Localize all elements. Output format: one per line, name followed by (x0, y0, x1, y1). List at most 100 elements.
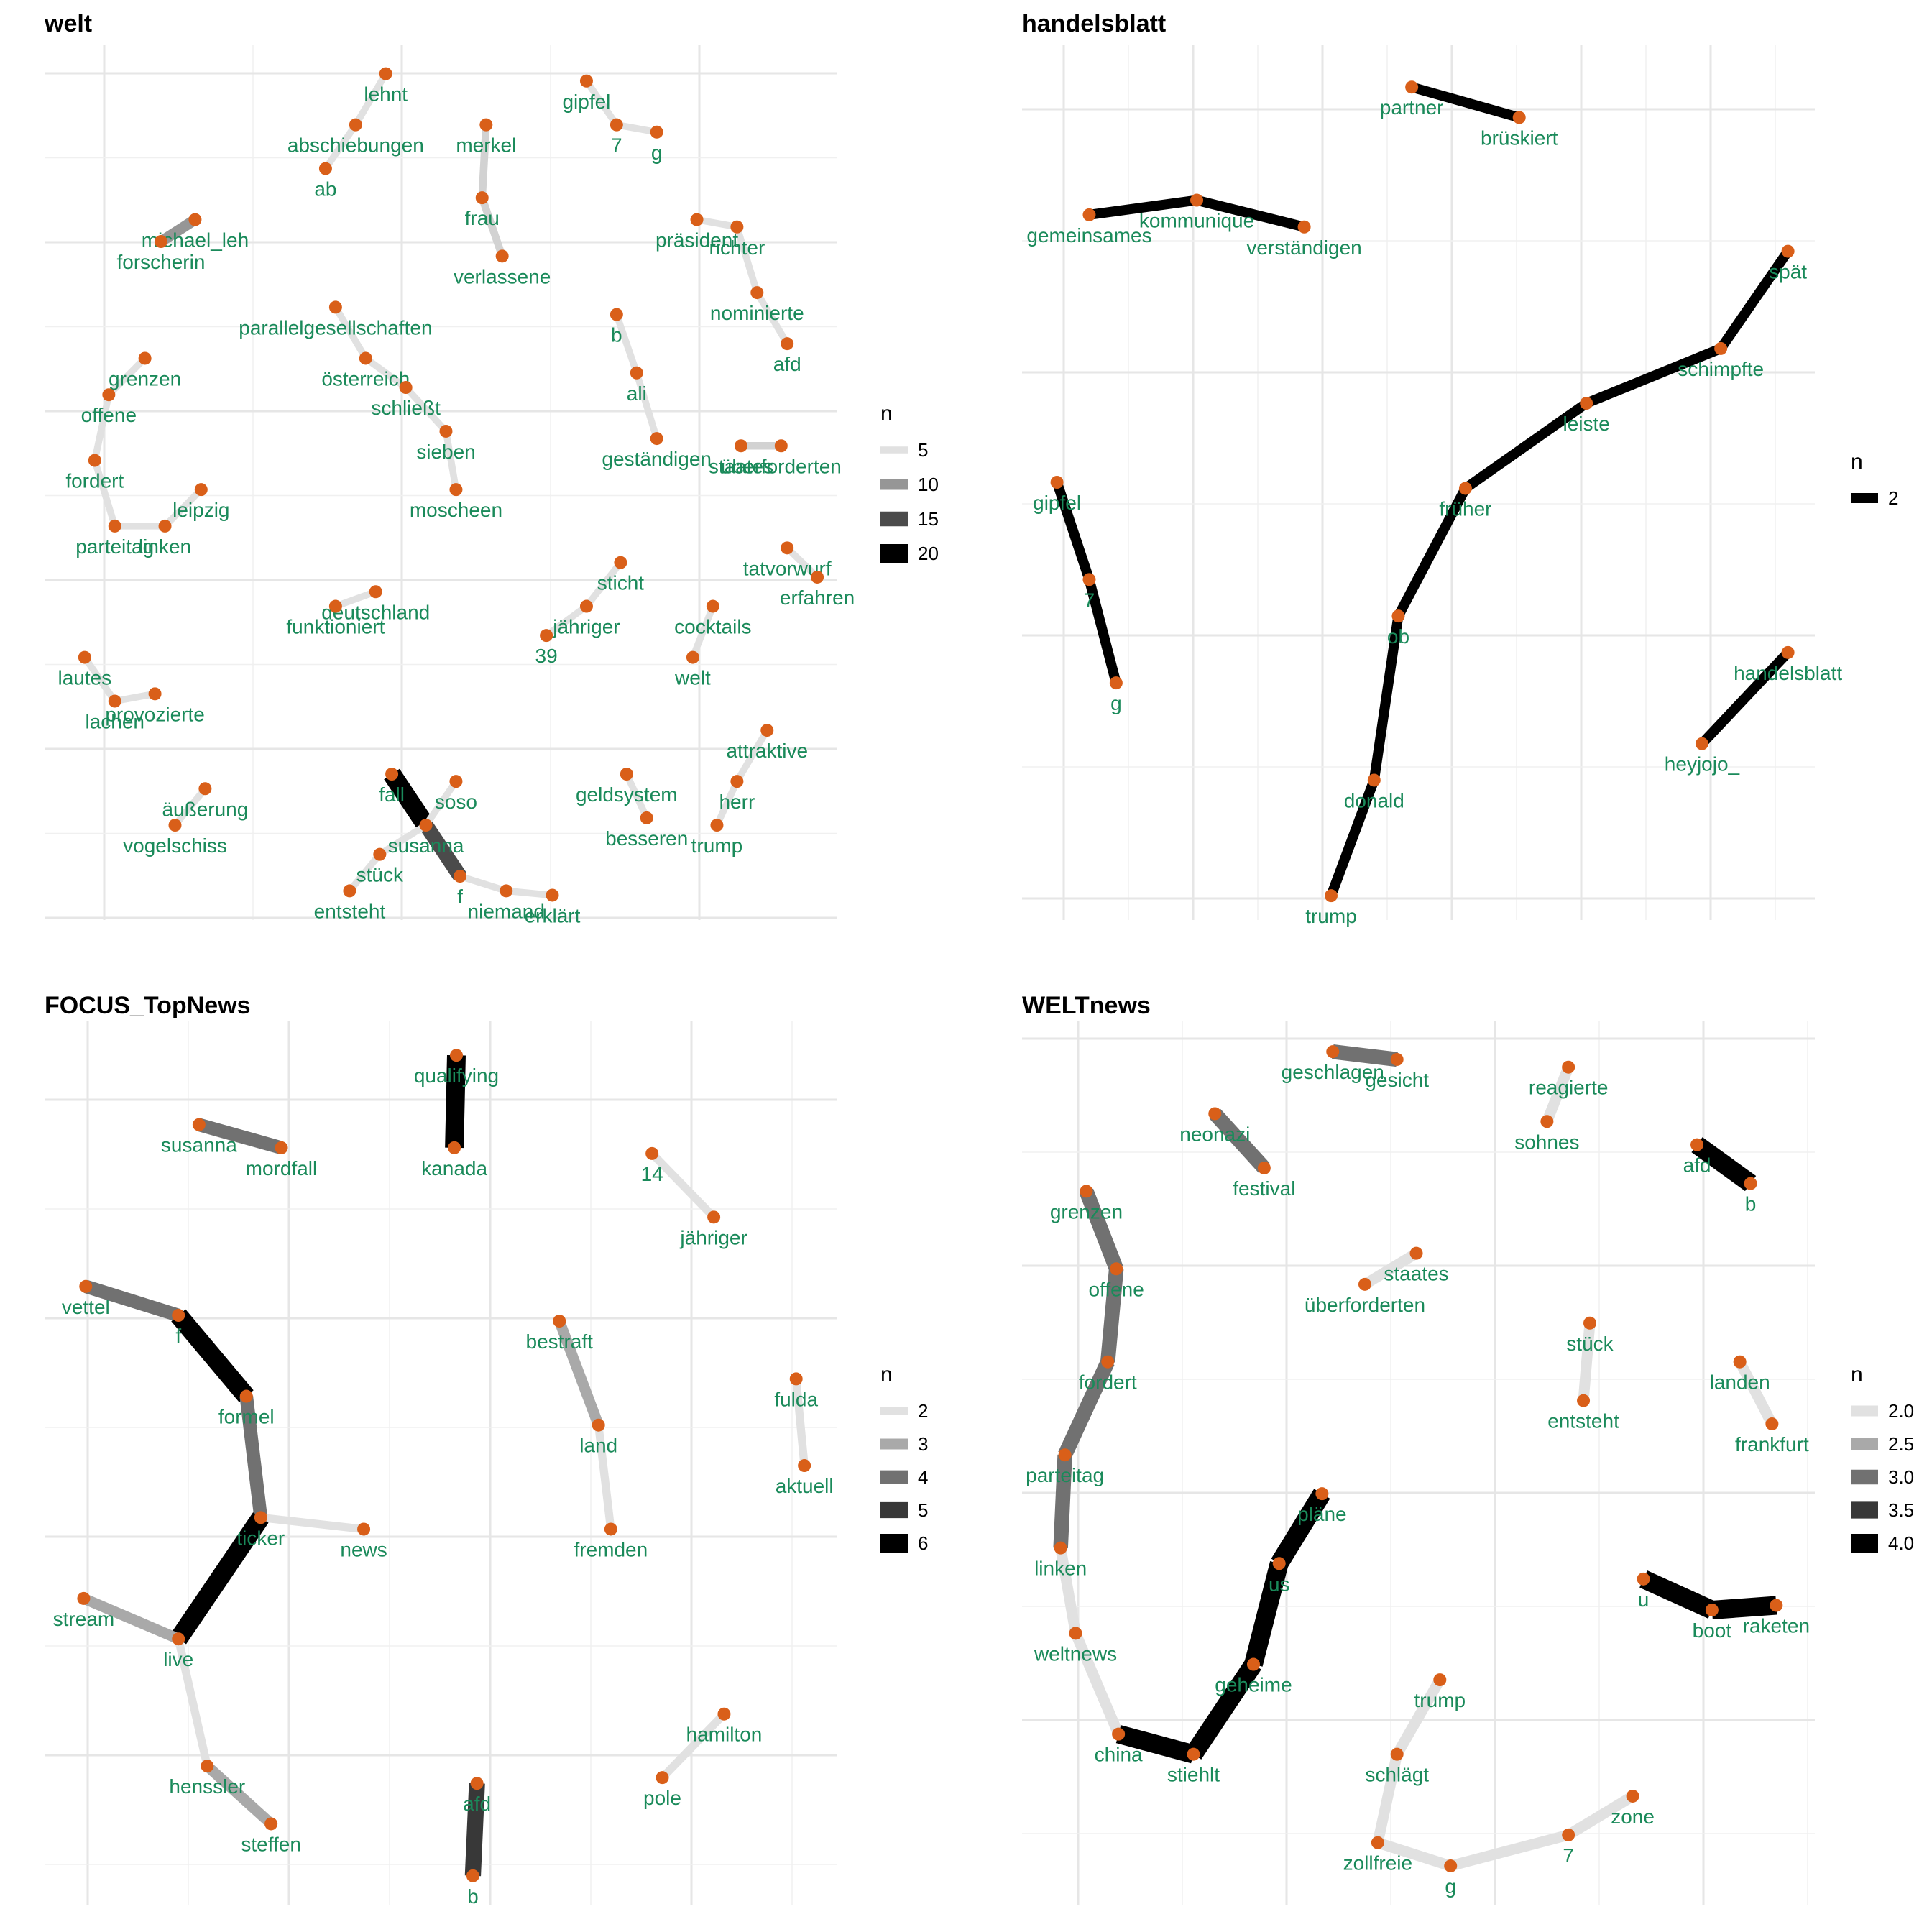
node-reagierte (1562, 1060, 1576, 1074)
node-label: besseren (605, 827, 688, 850)
node-label: 39 (535, 645, 558, 667)
node-label: g (1110, 692, 1122, 714)
node-label: u (1638, 1588, 1650, 1611)
edge-linken-weltnews (1055, 1547, 1081, 1634)
edge-frau-verlassene (478, 196, 506, 258)
node-label: ob (1387, 625, 1409, 648)
edge-vettel-f (83, 1279, 180, 1322)
node-label: entsteht (1547, 1410, 1619, 1432)
node-sohnes (1540, 1115, 1554, 1128)
node-landen (1733, 1355, 1747, 1368)
legend: n 5 10 15 20 (880, 402, 939, 564)
edges (81, 1054, 809, 1877)
node-festival (1257, 1162, 1271, 1174)
node-label: zone (1611, 1806, 1655, 1828)
node-label: nominierte (710, 302, 804, 324)
node-cocktails (706, 599, 719, 613)
edge-stiehlt-china (1116, 1725, 1196, 1764)
node-gipfel (1050, 476, 1064, 489)
node-label: landen (1710, 1371, 1770, 1394)
node-label: staates (1384, 1263, 1448, 1285)
node-soso (449, 775, 463, 788)
node-label: parteitag (75, 535, 154, 558)
node-aktuell (798, 1459, 811, 1473)
node-label: formel (218, 1406, 275, 1428)
edge-7-g (1084, 578, 1121, 684)
node-trump (710, 819, 724, 832)
node-gesicht (1390, 1052, 1404, 1066)
node-kanada (448, 1141, 461, 1154)
node-label: leiste (1563, 413, 1609, 435)
edge-bestraft-land (554, 1319, 604, 1427)
node-label: 7 (611, 134, 622, 157)
legend-label: 20 (918, 543, 939, 564)
node-label: neonazi (1179, 1123, 1250, 1145)
legend-title: n (880, 402, 893, 426)
node-fordert (88, 454, 101, 467)
node-steffen (264, 1817, 278, 1831)
node-label: grenzen (109, 367, 181, 390)
edge-ob-donald (1368, 615, 1404, 781)
node-label: herr (719, 791, 755, 813)
edge-niemand-erklärt (505, 887, 553, 899)
node-label: überforderten (721, 455, 842, 477)
edge-ticker-news (260, 1513, 364, 1534)
legend-label: 5 (918, 439, 928, 461)
node-label: moscheen (410, 499, 502, 521)
node-label: lehnt (364, 83, 408, 106)
edge-kommunique-verständigen (1195, 195, 1306, 232)
node-herr (730, 775, 744, 788)
legend-label: 3 (918, 1433, 928, 1455)
node-news (357, 1522, 371, 1536)
node-label: vettel (62, 1296, 110, 1318)
edge-nominierte-afd (754, 290, 791, 346)
node-forscherin (154, 235, 167, 249)
edge-reagierte-sohnes (1542, 1064, 1574, 1124)
node-label: forscherin (116, 251, 205, 273)
node-attraktive (760, 724, 774, 737)
node-label: festival (1233, 1177, 1295, 1200)
node-nominierte (750, 286, 764, 300)
edge-7-zone (1565, 1791, 1636, 1840)
edge-u-boot (1639, 1570, 1716, 1619)
node-neonazi (1208, 1107, 1222, 1121)
node-frau (475, 191, 489, 205)
node-afd (1690, 1138, 1704, 1151)
edge-hamilton-pole (659, 1711, 727, 1781)
node-g (1444, 1859, 1458, 1873)
node-fordert (1101, 1355, 1115, 1368)
edge-stück-entsteht (346, 852, 382, 893)
legend-label: 6 (918, 1532, 928, 1554)
legend-label: 10 (918, 474, 939, 495)
node-label: susanna (161, 1134, 237, 1156)
edge-henssler-steffen (203, 1762, 275, 1828)
edge-merkel-frau (478, 124, 490, 198)
node-label: 7 (1563, 1844, 1574, 1867)
node-label: reagierte (1529, 1077, 1609, 1099)
node-label: hamilton (686, 1724, 763, 1746)
node-staates (1409, 1246, 1423, 1260)
node-partner (1405, 80, 1419, 94)
node-label: qualifying (414, 1064, 499, 1087)
node-michael_leh (188, 213, 202, 226)
node-geheime (1246, 1657, 1260, 1671)
node-fremden (604, 1522, 617, 1536)
edge-staates-überforderten (1362, 1248, 1420, 1289)
edge-geschlagen-gesicht (1332, 1044, 1398, 1067)
edge-weltnews-china (1070, 1631, 1124, 1736)
node-boot (1705, 1604, 1719, 1616)
edge-parallelgesellschaften-österreich (332, 305, 369, 360)
legend-title: n (1851, 1363, 1863, 1386)
node-label: b (467, 1885, 479, 1908)
node-label: f (175, 1325, 181, 1347)
edge-susanna-stück (377, 822, 428, 857)
node-label: china (1095, 1744, 1143, 1766)
edge-parteitag-linken (1053, 1454, 1072, 1549)
node-live (172, 1632, 185, 1646)
node-label: präsident (656, 229, 738, 252)
panel-title: welt (44, 10, 92, 37)
node-jähriger (579, 599, 593, 613)
